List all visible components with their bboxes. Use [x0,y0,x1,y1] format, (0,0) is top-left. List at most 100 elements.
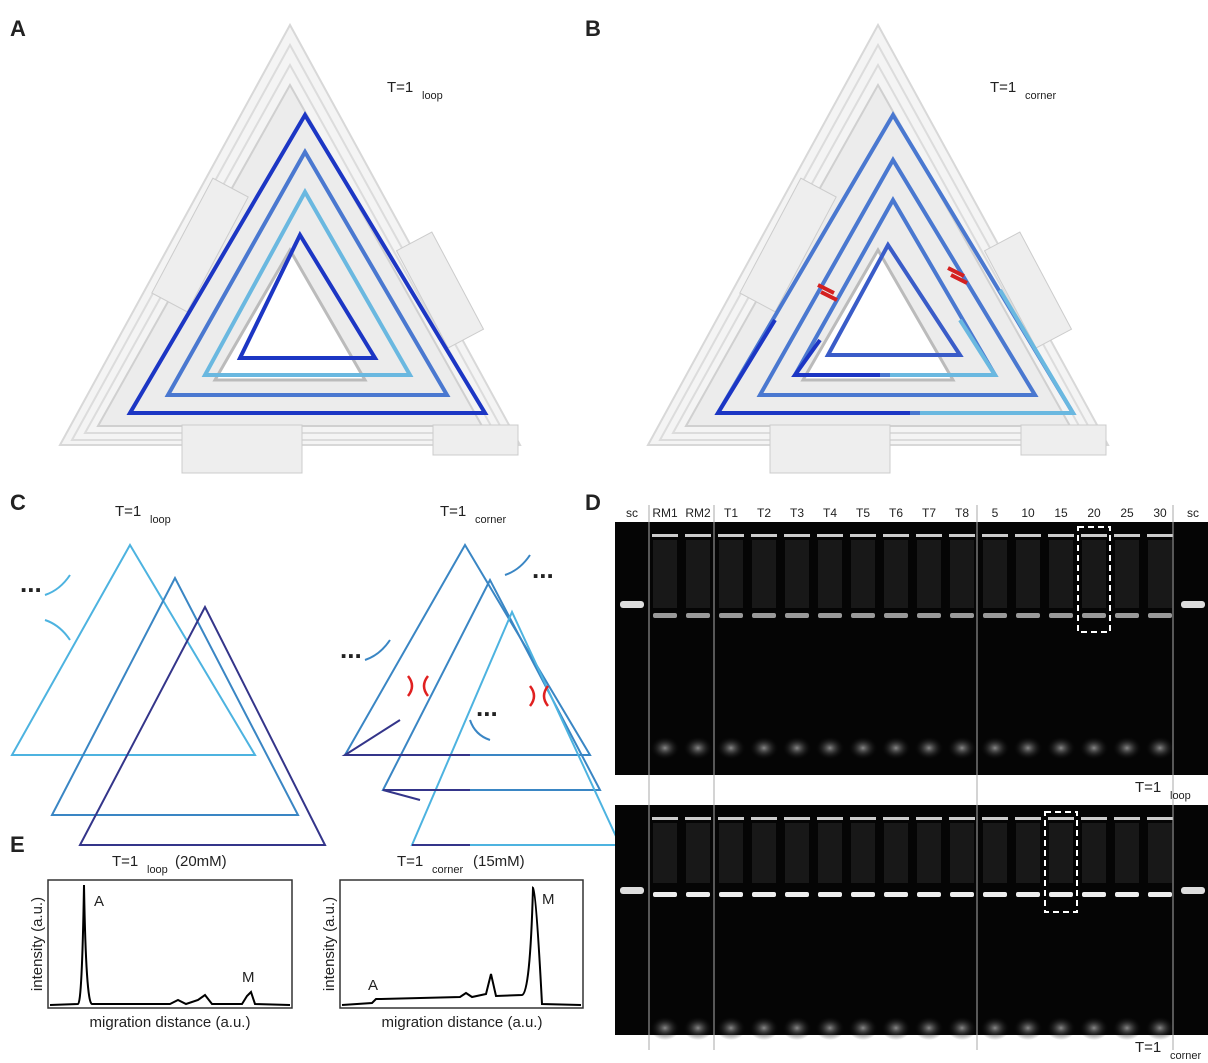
gel-band [917,613,941,618]
gel-smear [785,823,809,883]
gel-band [950,892,974,897]
gel-band [917,892,941,897]
gel-glow [1013,1016,1043,1040]
gel-glow [980,736,1010,760]
lane-label: 15 [1054,506,1068,520]
gel-band [1049,613,1073,618]
gel-band [752,892,776,897]
peak-label: A [94,893,104,910]
gel-well [1048,534,1074,537]
gel-label: T=1 [1135,1039,1161,1056]
annotation: T=1 [440,503,466,520]
gel-smear [1049,540,1073,608]
gel-band [1016,892,1040,897]
lane-label: 10 [1021,506,1035,520]
gel-band [1115,892,1139,897]
gel-glow [980,1016,1010,1040]
gel-band [1148,613,1172,618]
gel-smear [1115,823,1139,883]
gel-smear [851,823,875,883]
gel-smear [1016,823,1040,883]
gel-well [883,817,909,820]
gel-glow [947,1016,977,1040]
gel-band [950,613,974,618]
gel-label-sub: corner [1170,1050,1202,1062]
gel-smear [1148,540,1172,608]
gel-smear [752,540,776,608]
gel-images [615,522,1208,1040]
gel-glow [1145,1016,1175,1040]
lane-label: T5 [856,506,870,520]
gel-band [785,613,809,618]
gel-glow [650,736,680,760]
gel-glow [914,1016,944,1040]
gel-band [686,613,710,618]
gel-well [784,534,810,537]
gel-glow [914,736,944,760]
lane-label: T8 [955,506,969,520]
gel-well [949,534,975,537]
gel-band [1049,892,1073,897]
gel-glow [749,736,779,760]
gel-band [785,892,809,897]
gel-smear [1082,823,1106,883]
lane-label: 20 [1087,506,1101,520]
gel-well [685,817,711,820]
gel-band [818,892,842,897]
gel-glow [848,1016,878,1040]
lane-label: T4 [823,506,837,520]
gel-smear [1049,823,1073,883]
gel-smear [686,823,710,883]
gel-band [686,892,710,897]
gel-well [1114,534,1140,537]
annotation: T=1 [990,79,1016,96]
annotation: T=1 [115,503,141,520]
gel-band [620,601,644,608]
gel-band [1148,892,1172,897]
gel-band [1082,613,1106,618]
gel-label-sub: loop [1170,790,1191,802]
y-axis-label: intensity (a.u.) [321,897,338,991]
strand-diagram [12,545,325,845]
gel-smear [686,540,710,608]
gel-band [653,892,677,897]
panel-label: B [585,16,601,41]
gel-well [751,817,777,820]
gel-band [719,892,743,897]
x-axis-label: migration distance (a.u.) [90,1014,251,1031]
gel-well [817,534,843,537]
gel-glow [782,1016,812,1040]
gel-band [884,892,908,897]
gel-well [1048,817,1074,820]
gel-label: T=1 [1135,779,1161,796]
peak-label: M [242,969,255,986]
gel-well [685,534,711,537]
lane-label: T3 [790,506,804,520]
gel-band [620,887,644,894]
lane-label: 5 [992,506,999,520]
gel-well [850,817,876,820]
lane-label: sc [626,506,638,520]
annotation-sub: corner [1025,90,1057,102]
gel-glow [1013,736,1043,760]
panel-label: C [10,490,26,515]
gel-smear [884,540,908,608]
gel-glow [881,1016,911,1040]
plot-title-suffix: (15mM) [473,853,525,870]
gel-smear [719,540,743,608]
gel-glow [716,1016,746,1040]
gel-glow [1046,1016,1076,1040]
gel-well [916,534,942,537]
lane-label: 25 [1120,506,1134,520]
gel-smear [785,540,809,608]
gel-well [718,817,744,820]
panel-label: A [10,16,26,41]
gel-glow [1112,1016,1142,1040]
gel-band [983,613,1007,618]
gel-glow [1145,736,1175,760]
plot-title-sub: corner [432,864,464,876]
gel-well [784,817,810,820]
gel-well [1081,534,1107,537]
gel-well [949,817,975,820]
gel-smear [884,823,908,883]
